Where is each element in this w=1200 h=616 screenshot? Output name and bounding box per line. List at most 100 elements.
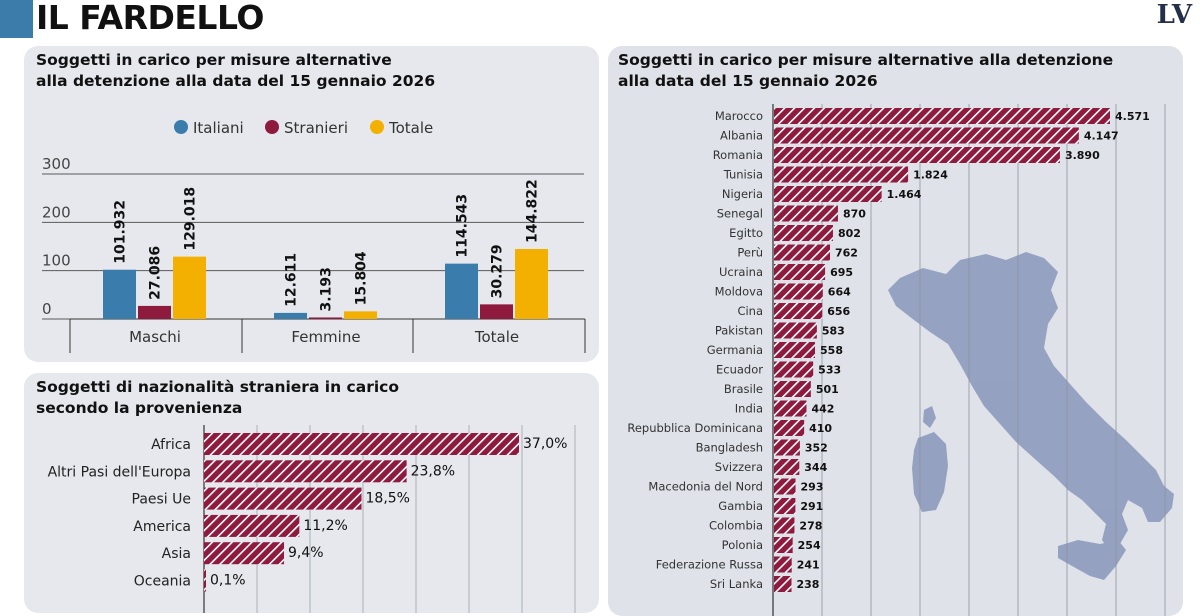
data-label: 37,0% <box>523 436 567 452</box>
data-label: 695 <box>830 266 853 279</box>
bar <box>138 305 171 319</box>
category-label: Africa <box>151 437 191 453</box>
bar <box>774 283 823 300</box>
category-label: Germania <box>707 343 763 357</box>
data-label: 1.464 <box>887 188 922 201</box>
category-label: Federazione Russa <box>656 558 763 572</box>
category-label: Polonia <box>722 538 763 552</box>
bar <box>103 269 136 319</box>
data-label: 583 <box>822 325 845 338</box>
brand-logo: LV <box>1156 0 1192 30</box>
data-label: 238 <box>796 578 819 591</box>
data-label: 144.822 <box>525 179 541 243</box>
category-label: Altri Pasi dell'Europa <box>48 464 191 480</box>
italy-map <box>888 252 1174 580</box>
bar <box>774 322 817 339</box>
data-label: 101.932 <box>113 200 129 264</box>
data-label: 558 <box>820 344 843 357</box>
x-tick-label: Maschi <box>129 328 181 346</box>
data-label: 762 <box>835 247 858 260</box>
x-tick-label: Totale <box>474 328 519 346</box>
data-label: 278 <box>799 520 822 533</box>
horizontal-bar-chart: Africa 37,0% Altri Pasi dell'Europa 23,8% Pa… <box>48 425 576 613</box>
chart-title-line: Soggetti di nazionalità straniera in car… <box>36 378 399 396</box>
category-label: Macedonia del Nord <box>648 480 763 494</box>
legend-label: Italiani <box>193 119 244 137</box>
data-label: 11,2% <box>303 518 347 534</box>
bar <box>774 244 831 261</box>
y-tick-label: 0 <box>42 300 52 318</box>
category-label: Sri Lanka <box>710 577 763 591</box>
country-bar-chart: Marocco 4.571 Albania 4.147 Romania 3.890 Tuni… <box>627 104 1174 616</box>
bar <box>774 127 1079 144</box>
bar <box>204 460 407 483</box>
bar <box>774 225 833 241</box>
category-label: Romania <box>713 148 763 162</box>
bar <box>774 498 796 514</box>
chart-title-line: Soggetti in carico per misure alternativ… <box>618 51 1114 69</box>
bar <box>774 537 793 553</box>
category-label: Egitto <box>729 226 763 240</box>
bar <box>774 478 796 495</box>
grouped-bar-chart: Italiani Stranieri Totale 300 200 100 0 Maschi 1… <box>42 119 586 353</box>
bar <box>774 420 805 436</box>
data-label: 23,8% <box>411 463 455 479</box>
data-label: 27.086 <box>148 246 164 300</box>
y-tick-label: 300 <box>42 155 71 173</box>
category-label: Ucraina <box>719 265 763 279</box>
legend-label: Totale <box>388 119 433 137</box>
bar <box>204 433 519 455</box>
bar <box>204 569 206 592</box>
panel-gender-chart: Soggetti in carico per misure alternativ… <box>24 46 599 362</box>
data-label: 410 <box>809 422 832 435</box>
data-label: 3.890 <box>1065 149 1100 162</box>
category-label: Nigeria <box>722 187 763 201</box>
chart-title-line: Soggetti in carico per misure alternativ… <box>36 51 392 69</box>
bar <box>204 487 362 510</box>
data-label: 4.571 <box>1115 110 1150 123</box>
bar <box>774 361 814 378</box>
category-label: Repubblica Dominicana <box>627 421 763 435</box>
category-label: Ecuador <box>716 363 763 377</box>
category-label: Moldova <box>715 285 763 299</box>
bar <box>774 517 795 534</box>
data-label: 501 <box>816 383 839 396</box>
category-label: Bangladesh <box>696 441 763 455</box>
category-label: Asia <box>162 546 191 562</box>
bar <box>515 249 548 319</box>
data-label: 352 <box>805 442 828 455</box>
category-label: Gambia <box>718 499 763 513</box>
data-label: 4.147 <box>1084 130 1119 143</box>
category-label: Senegal <box>717 207 763 221</box>
chart-title: Soggetti in carico per misure alternativ… <box>36 50 435 92</box>
legend-marker <box>370 120 384 134</box>
bar <box>774 303 823 319</box>
header-accent-block <box>0 0 33 38</box>
bar <box>774 147 1060 163</box>
chart-title-line: secondo la provenienza <box>36 399 243 417</box>
data-label: 18,5% <box>366 491 410 507</box>
category-label: Oceania <box>134 574 191 590</box>
bar <box>774 342 816 358</box>
category-label: Colombia <box>709 519 763 533</box>
data-label: 533 <box>818 364 841 377</box>
data-label: 291 <box>800 500 823 513</box>
data-label: 344 <box>804 461 827 474</box>
bar <box>344 311 377 319</box>
data-label: 15.804 <box>354 251 370 305</box>
y-tick-label: 100 <box>42 252 71 270</box>
bar <box>274 312 307 319</box>
data-label: 442 <box>811 403 834 416</box>
legend-marker <box>265 120 279 134</box>
page-title: IL FARDELLO <box>36 0 264 37</box>
data-label: 656 <box>827 305 850 318</box>
data-label: 254 <box>798 539 821 552</box>
bar <box>173 256 206 319</box>
chart-title-line: alla data del 15 gennaio 2026 <box>618 72 878 90</box>
bar <box>774 381 811 397</box>
bar <box>309 317 342 319</box>
data-label: 3.193 <box>319 267 335 311</box>
data-label: 30.279 <box>490 244 506 298</box>
category-label: Brasile <box>724 382 763 396</box>
y-tick-label: 200 <box>42 203 71 221</box>
